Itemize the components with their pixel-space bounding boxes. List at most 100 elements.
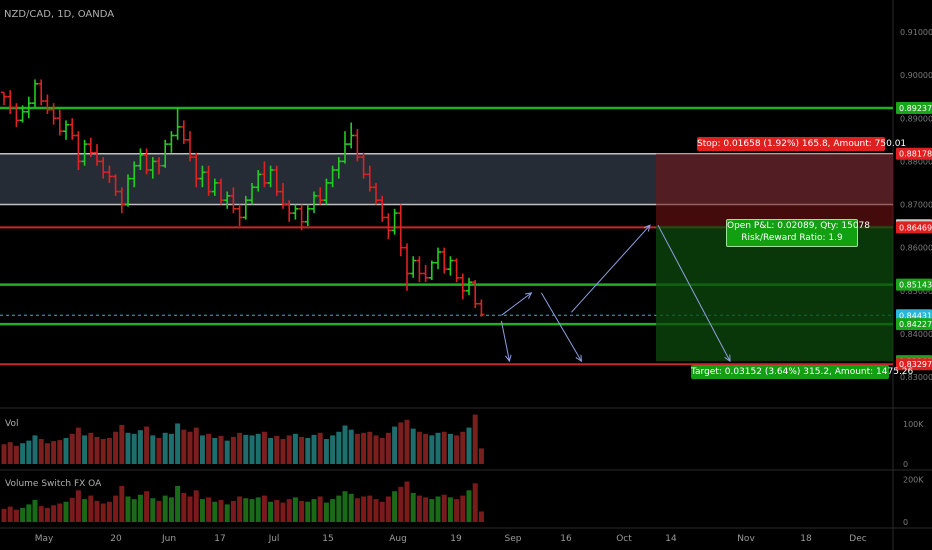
volume-bar	[44, 443, 50, 464]
volume-bar	[361, 432, 367, 464]
volume-bar	[75, 427, 81, 464]
indicator-bar	[299, 500, 305, 522]
indicator-bar	[168, 497, 174, 522]
time-axis-label[interactable]: 16	[560, 534, 572, 544]
time-axis-label[interactable]: Aug	[389, 534, 407, 544]
volume-bar	[311, 434, 317, 464]
indicator-bar	[119, 485, 125, 522]
indicator-bar	[113, 495, 119, 522]
volume-bar	[255, 433, 261, 464]
volume-bar	[243, 434, 249, 464]
volume-bar	[435, 432, 441, 464]
time-axis-label[interactable]: 14	[665, 534, 677, 544]
time-axis-label[interactable]: Sep	[505, 534, 522, 544]
time-axis-label[interactable]: Oct	[616, 534, 632, 544]
volume-bar	[144, 426, 150, 464]
indicator-bar	[181, 492, 187, 522]
indicator-bar	[323, 502, 329, 522]
price-axis[interactable]: 0.91000 0.90000 0.89000 0.88000 0.87000 0.860…	[900, 28, 932, 382]
volume-bar	[100, 439, 106, 464]
indicator-bar	[348, 493, 354, 522]
price-axis-tick[interactable]: 0.88000	[900, 157, 932, 166]
price-axis-tick[interactable]: 0.84000	[900, 330, 932, 339]
time-axis-label[interactable]: Nov	[737, 534, 755, 544]
indicator-axis-tick: 0	[903, 518, 908, 527]
projection-arrow[interactable]	[571, 225, 650, 313]
volume-bar	[137, 430, 143, 464]
time-axis-label[interactable]: 15	[322, 534, 333, 544]
projection-arrow[interactable]	[501, 293, 531, 316]
indicator-bars	[1, 481, 484, 522]
price-axis-tick[interactable]: 0.86000	[900, 244, 932, 253]
volume-bar	[305, 438, 311, 464]
volume-bar	[354, 433, 360, 464]
time-axis-label[interactable]: 18	[800, 534, 812, 544]
time-axis-label[interactable]: 17	[214, 534, 225, 544]
volume-bar	[94, 436, 100, 464]
volume-bar	[181, 429, 187, 464]
time-axis-label[interactable]: May	[35, 534, 54, 544]
time-axis[interactable]: May 20 Jun 17 Jul 15 Aug 19 Sep 16 Oct 14 Nov 18 Dec	[35, 534, 867, 544]
target-zone[interactable]	[656, 225, 893, 362]
volume-bar	[348, 429, 354, 464]
indicator-bar	[7, 506, 13, 522]
stop-label-text: Stop: 0.01658 (1.92%) 165.8, Amount: 750…	[697, 139, 907, 149]
volume-bar	[385, 432, 391, 464]
indicator-bar	[392, 491, 398, 522]
volume-bar	[317, 432, 323, 464]
indicator-bar	[150, 498, 156, 522]
indicator-bar	[416, 495, 422, 522]
price-badge-text: 0.85143	[899, 281, 932, 290]
volume-bar	[162, 432, 168, 464]
price-axis-tick[interactable]: 0.91000	[900, 28, 932, 37]
price-badge-text: 0.84227	[899, 320, 932, 329]
volume-bar	[447, 433, 453, 464]
indicator-panel-label[interactable]: Volume Switch FX OA	[5, 479, 102, 489]
time-axis-label[interactable]: Jul	[268, 534, 280, 544]
price-axis-tick[interactable]: 0.83000	[900, 373, 932, 382]
stop-zone[interactable]	[656, 153, 893, 226]
indicator-bar	[342, 491, 348, 522]
indicator-bar	[13, 509, 19, 522]
volume-bar	[454, 435, 460, 464]
volume-bar	[1, 444, 7, 464]
volume-bar	[404, 419, 410, 464]
volume-bar	[218, 435, 224, 464]
indicator-bar	[69, 497, 75, 522]
volume-bar	[20, 443, 26, 464]
indicator-bar	[472, 483, 478, 522]
indicator-bar	[51, 505, 57, 522]
volume-bar	[7, 442, 13, 464]
long-position-tool[interactable]	[656, 153, 893, 362]
risk-reward-text: Risk/Reward Ratio: 1.9	[741, 233, 843, 243]
open-pl-label: Open P&L: 0.02089, Qty: 15078 Risk/Rewar…	[726, 219, 870, 247]
volume-bar	[69, 433, 75, 464]
volume-bar	[113, 431, 119, 464]
price-axis-tick[interactable]: 0.89000	[900, 114, 932, 123]
time-axis-label[interactable]: Jun	[161, 534, 176, 544]
time-axis-label[interactable]: Dec	[849, 534, 866, 544]
volume-bar	[119, 425, 125, 464]
volume-bar	[410, 428, 416, 464]
projection-arrow[interactable]	[657, 224, 730, 361]
volume-bar	[32, 435, 38, 464]
volume-panel-label[interactable]: Vol	[5, 419, 18, 429]
price-axis-tick[interactable]: 0.90000	[900, 71, 932, 80]
projection-arrows[interactable]	[500, 224, 730, 361]
volume-bar	[373, 435, 379, 464]
volume-bar	[286, 435, 292, 464]
symbol-title[interactable]: NZD/CAD, 1D, OANDA	[4, 9, 114, 20]
time-axis-label[interactable]: 20	[110, 534, 122, 544]
projection-arrow[interactable]	[500, 320, 509, 361]
projection-arrow[interactable]	[540, 292, 581, 361]
price-badge-text: 0.89237	[899, 104, 932, 113]
price-badge-text: 0.86469	[899, 223, 932, 232]
volume-bar	[26, 440, 32, 464]
price-axis-tick[interactable]: 0.87000	[900, 201, 932, 210]
indicator-bar	[57, 503, 63, 522]
time-axis-label[interactable]: 19	[450, 534, 462, 544]
indicator-bar	[100, 503, 106, 522]
price-axis-tick[interactable]: 0.85000	[900, 287, 932, 296]
